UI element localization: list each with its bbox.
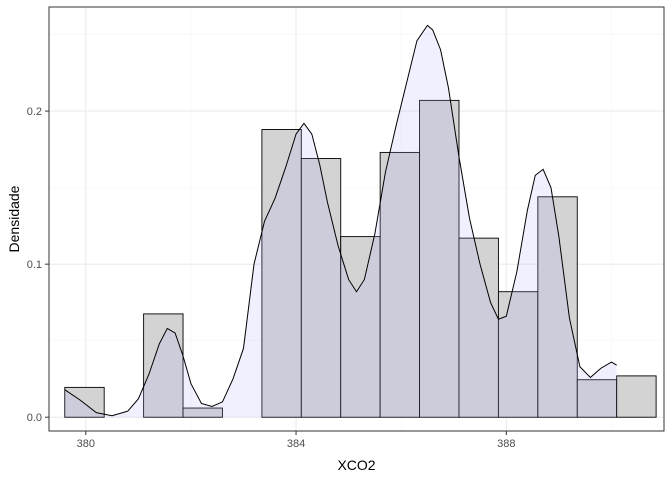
panel-border: [48, 6, 665, 432]
x-tick-label: 384: [287, 438, 305, 450]
histogram-bar: [340, 236, 381, 418]
histogram-bar: [64, 386, 105, 418]
histogram-bar: [419, 99, 460, 418]
y-tick-label: 0.0: [27, 412, 42, 424]
histogram-bar: [616, 375, 657, 418]
histogram-bar: [182, 407, 223, 418]
histogram-bar: [261, 129, 302, 418]
density-line: [64, 24, 617, 417]
histogram-bars: [64, 99, 657, 418]
density-curve: [64, 24, 617, 418]
x-axis-ticks: 380 384 388: [77, 431, 515, 450]
y-tick-label: 0.1: [27, 259, 42, 271]
histogram-bar: [576, 379, 618, 418]
histogram-bar: [143, 313, 184, 418]
x-axis-title: XCO2: [337, 457, 375, 473]
x-tick-label: 380: [77, 438, 95, 450]
y-axis-ticks: 0.0 0.1 0.2: [27, 106, 49, 424]
y-tick-label: 0.2: [27, 106, 42, 118]
histogram-bar: [497, 291, 539, 418]
x-tick-label: 388: [497, 438, 515, 450]
density-area: [64, 25, 617, 418]
y-axis-title: Densidade: [6, 185, 22, 252]
histogram-bar: [300, 158, 342, 418]
histogram-bar: [537, 196, 578, 418]
